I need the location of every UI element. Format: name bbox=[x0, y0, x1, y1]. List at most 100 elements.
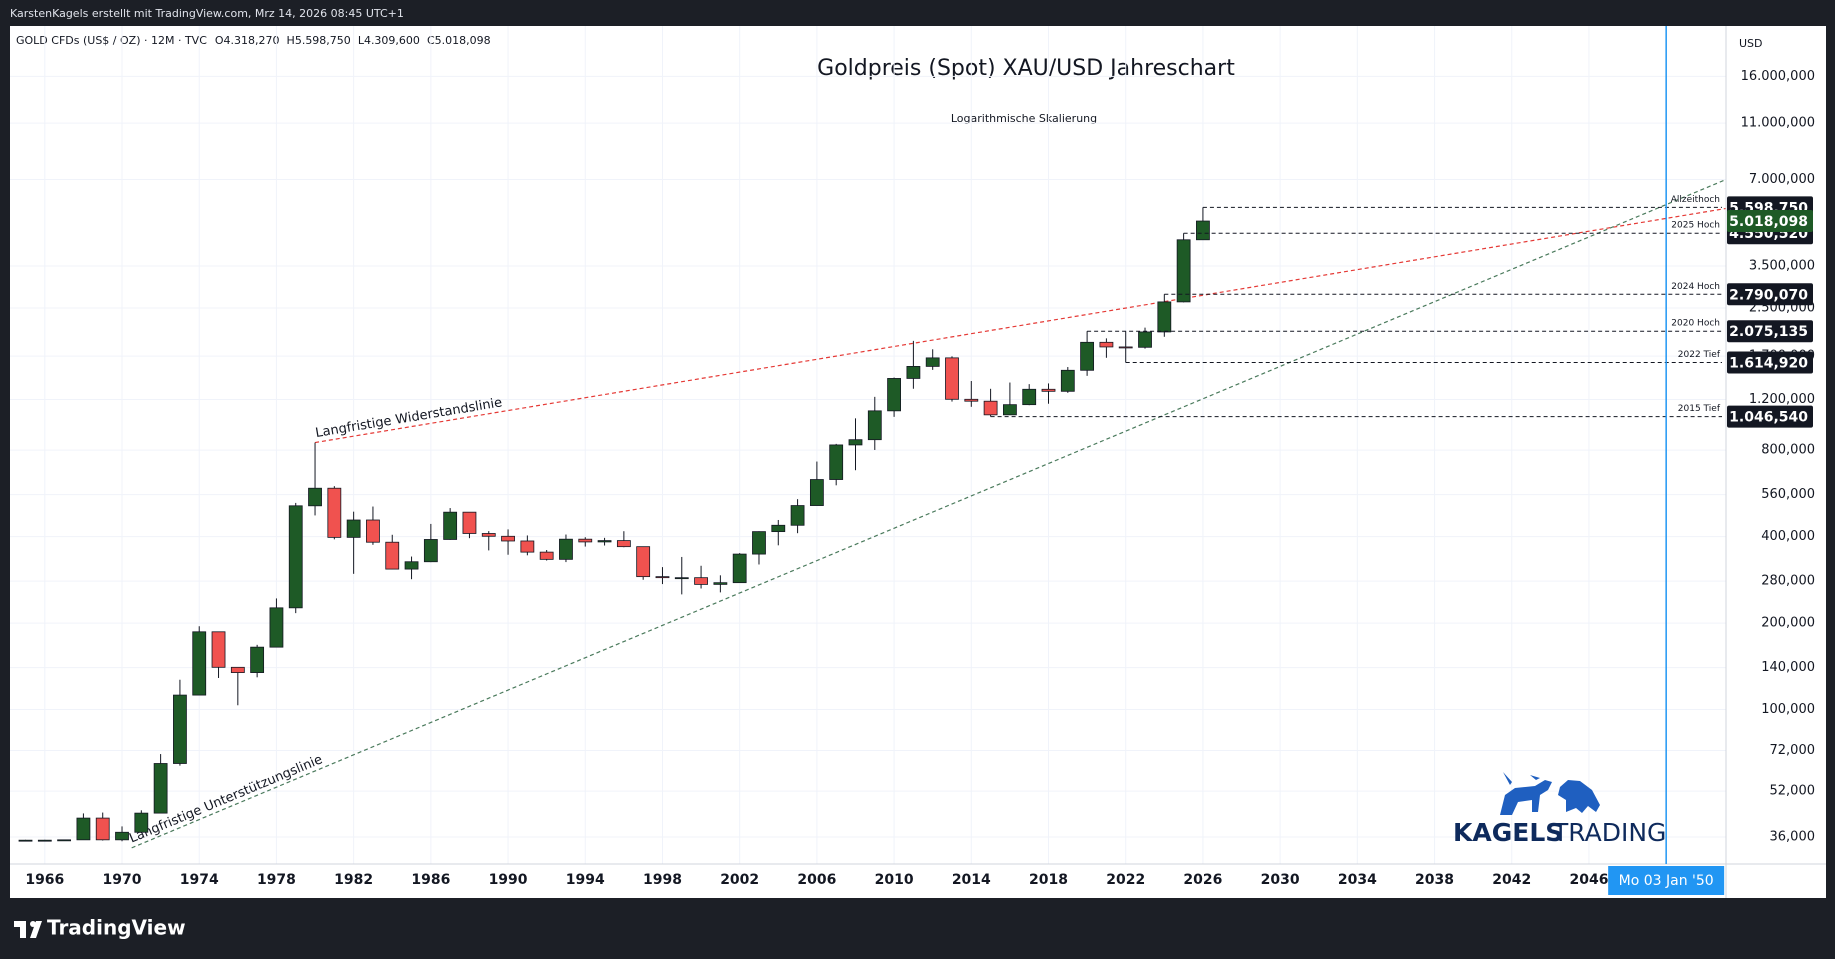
x-tick-label: 2046 bbox=[1569, 872, 1608, 888]
candle-body bbox=[308, 487, 322, 507]
chart-title: Goldpreis (Spot) XAU/USD Jahreschart bbox=[817, 56, 1235, 81]
level-note: 2015 Tief bbox=[1678, 404, 1721, 414]
candle-body bbox=[288, 505, 303, 609]
price-box bbox=[1727, 320, 1813, 343]
symbol: GOLD CFDs (US$ / OZ) · 12M · TVC bbox=[16, 34, 207, 47]
candle-body bbox=[752, 531, 766, 555]
x-tick-label: 1990 bbox=[489, 872, 528, 888]
candle-body bbox=[809, 479, 824, 506]
y-tick-label: 1.200,000 bbox=[1749, 392, 1815, 407]
x-tick-label: 1974 bbox=[180, 872, 219, 888]
x-tick-label: 1970 bbox=[103, 872, 142, 888]
y-tick-label: 7.000,000 bbox=[1749, 172, 1815, 187]
candle-body bbox=[559, 538, 573, 560]
x-tick-label: 2010 bbox=[875, 872, 914, 888]
x-tick-label: 2002 bbox=[720, 872, 759, 888]
last-price-box bbox=[1727, 210, 1813, 233]
candle-body bbox=[462, 511, 477, 534]
last-price-label: 5.018,098 bbox=[1729, 214, 1808, 230]
candle-body bbox=[520, 540, 535, 553]
candle-body bbox=[829, 444, 844, 480]
candle-body bbox=[366, 519, 380, 543]
candle-body bbox=[983, 400, 998, 416]
candle-body bbox=[269, 607, 284, 648]
candle-body bbox=[713, 582, 728, 585]
candle-body bbox=[1041, 388, 1056, 392]
x-tick-label: 1998 bbox=[643, 872, 682, 888]
y-tick-label: 200,000 bbox=[1761, 616, 1815, 631]
trendline bbox=[314, 207, 1727, 444]
y-tick-label: 72,000 bbox=[1770, 743, 1816, 758]
candle-body bbox=[616, 540, 631, 548]
candle-body bbox=[732, 553, 747, 584]
candle-body bbox=[906, 366, 921, 379]
y-tick-label: 11.000,000 bbox=[1741, 116, 1815, 131]
candle-body bbox=[404, 561, 419, 570]
bull-icon bbox=[1500, 772, 1552, 815]
x-tick-label: 2014 bbox=[952, 872, 991, 888]
candle-body bbox=[57, 839, 72, 842]
credit: KarstenKagels erstellt mit TradingView.c… bbox=[10, 7, 404, 20]
candle-body bbox=[1022, 388, 1037, 406]
y-tick-label: 3.500,000 bbox=[1749, 258, 1815, 273]
candle-body bbox=[501, 535, 515, 542]
candle-body bbox=[1060, 369, 1075, 392]
candle-body bbox=[250, 646, 265, 673]
candle-body bbox=[153, 763, 168, 814]
x-tick-label: 1982 bbox=[334, 872, 373, 888]
y-tick-label: 52,000 bbox=[1770, 784, 1816, 799]
candle-body bbox=[655, 576, 670, 579]
candle-body bbox=[1138, 331, 1152, 348]
candle-body bbox=[867, 410, 882, 441]
y-tick-label: 100,000 bbox=[1761, 702, 1815, 717]
logo-icons bbox=[1500, 772, 1600, 815]
candle-body bbox=[1080, 341, 1095, 371]
x-tick-label: 2030 bbox=[1261, 872, 1300, 888]
trendline bbox=[131, 178, 1727, 849]
bear-icon bbox=[1558, 780, 1600, 813]
price-box bbox=[1727, 283, 1813, 306]
logo-bold: KAGELS bbox=[1453, 818, 1563, 847]
candle-body bbox=[1118, 346, 1133, 349]
candle-body bbox=[790, 505, 805, 526]
price-box-label: 2.790,070 bbox=[1729, 287, 1808, 303]
candle-body bbox=[694, 577, 708, 585]
price-box-label: 1.614,920 bbox=[1729, 355, 1808, 371]
x-tick-label: 2006 bbox=[797, 872, 836, 888]
level-note: 2024 Hoch bbox=[1671, 282, 1720, 292]
tv-mark-dot bbox=[30, 921, 36, 927]
logo-light: TRADING bbox=[1552, 818, 1666, 847]
candle-body bbox=[173, 694, 187, 764]
x-tick-label: 2034 bbox=[1338, 872, 1377, 888]
y-tick-label: 140,000 bbox=[1761, 660, 1815, 675]
candle-body bbox=[1176, 239, 1191, 303]
candle-body bbox=[423, 539, 438, 563]
chart-panel bbox=[10, 26, 1826, 898]
y-tick-label: 800,000 bbox=[1761, 443, 1815, 458]
x-tick-label: 2022 bbox=[1106, 872, 1145, 888]
x-tick-label: 2018 bbox=[1029, 872, 1068, 888]
candle-body bbox=[945, 357, 959, 400]
candle-body bbox=[230, 666, 245, 673]
x-tick-label: 1986 bbox=[411, 872, 450, 888]
candle-body bbox=[327, 487, 342, 538]
candle-body bbox=[192, 631, 207, 696]
y-tick-label: 36,000 bbox=[1770, 830, 1816, 845]
x-tick-label: 2026 bbox=[1183, 872, 1222, 888]
axis-unit: USD bbox=[1739, 37, 1763, 50]
crosshair-label: Mo 03 Jan '50 bbox=[1619, 873, 1714, 889]
footer-brand: TradingView bbox=[47, 916, 186, 940]
crosshair-box bbox=[1608, 866, 1725, 895]
candle-body bbox=[18, 839, 33, 842]
tv-mark bbox=[14, 921, 42, 938]
y-tick-label: 560,000 bbox=[1761, 487, 1815, 502]
price-box-label: 1.046,540 bbox=[1729, 410, 1808, 426]
candle-body bbox=[964, 398, 979, 402]
candle-body bbox=[211, 631, 226, 668]
candle-body bbox=[597, 540, 612, 543]
candle-body bbox=[636, 546, 651, 578]
candle-body bbox=[1196, 220, 1210, 241]
ohlc-value: H5.598,750 bbox=[287, 34, 351, 47]
